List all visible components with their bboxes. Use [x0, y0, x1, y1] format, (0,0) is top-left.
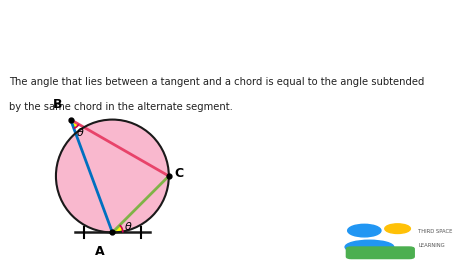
FancyBboxPatch shape: [346, 247, 414, 259]
Wedge shape: [71, 120, 79, 128]
Text: B: B: [53, 98, 62, 111]
Text: $\theta$: $\theta$: [76, 125, 85, 137]
Wedge shape: [112, 225, 123, 232]
Ellipse shape: [345, 240, 394, 254]
Circle shape: [347, 224, 381, 237]
Text: The angle that lies between a tangent and a chord is equal to the angle subtende: The angle that lies between a tangent an…: [9, 77, 425, 87]
Circle shape: [385, 224, 410, 233]
Text: $\theta$: $\theta$: [124, 220, 133, 232]
Circle shape: [56, 120, 169, 232]
Text: LEARNING: LEARNING: [418, 243, 445, 248]
Text: THIRD SPACE: THIRD SPACE: [418, 229, 453, 234]
Text: Alternate Segment Theorem: Alternate Segment Theorem: [7, 22, 320, 41]
Text: by the same chord in the alternate segment.: by the same chord in the alternate segme…: [9, 102, 233, 112]
Text: A: A: [95, 245, 105, 258]
Text: C: C: [174, 168, 183, 180]
